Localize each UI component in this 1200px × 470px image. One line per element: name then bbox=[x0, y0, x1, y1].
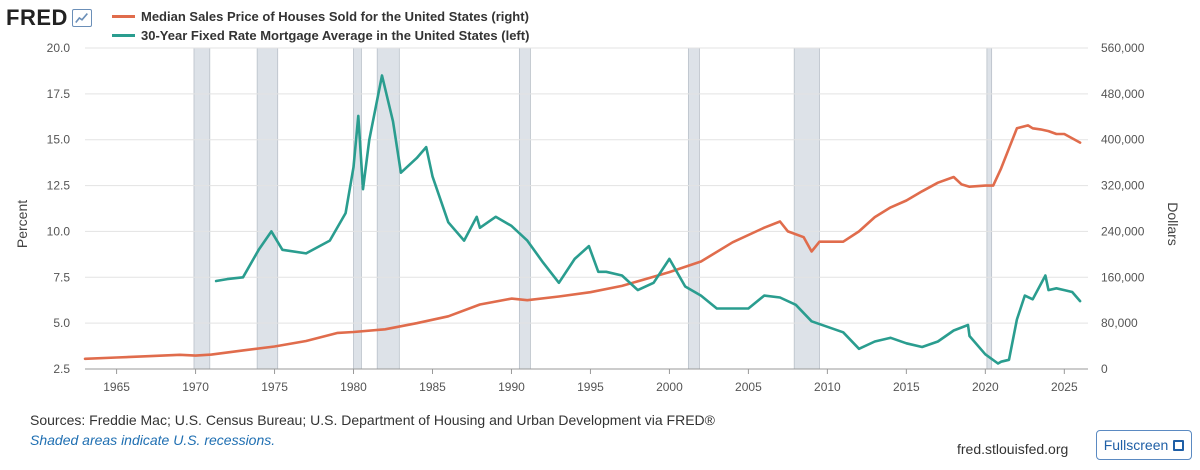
x-tick-label: 1975 bbox=[261, 380, 288, 394]
right-tick-label: 480,000 bbox=[1101, 87, 1145, 101]
series-line-median-price bbox=[83, 124, 1082, 361]
recession-band-0 bbox=[193, 47, 211, 370]
x-axis-ticks: 1965 1970 1975 1980 1985 1990 1995 2000 2005 2010… bbox=[85, 368, 1088, 394]
fred-logo[interactable]: FRED bbox=[6, 5, 92, 31]
right-tick-label: 160,000 bbox=[1101, 270, 1145, 284]
x-tick-label: 1985 bbox=[419, 380, 446, 394]
left-tick-label: 12.5 bbox=[47, 179, 71, 193]
left-tick-label: 2.5 bbox=[53, 362, 70, 376]
recession-band-5 bbox=[687, 47, 700, 370]
right-tick-label: 0 bbox=[1101, 362, 1108, 376]
chart-area: 2.5 5.0 7.5 10.0 12.5 15.0 17.5 20.0 0 80,000 160… bbox=[14, 41, 1181, 394]
right-axis-ticks: 0 80,000 160,000 240,000 320,000 400,000 480,0… bbox=[1101, 41, 1145, 376]
right-tick-label: 560,000 bbox=[1101, 41, 1145, 55]
right-axis-title: Dollars bbox=[1165, 202, 1181, 246]
fullscreen-button[interactable]: Fullscreen bbox=[1096, 430, 1192, 460]
sources-text: Sources: Freddie Mac; U.S. Census Bureau… bbox=[30, 412, 715, 428]
legend-item-mortgage-rate: 30-Year Fixed Rate Mortgage Average in t… bbox=[112, 26, 529, 45]
recession-shading bbox=[193, 47, 993, 370]
site-url[interactable]: fred.stlouisfed.org bbox=[957, 441, 1069, 457]
x-tick-label: 1980 bbox=[340, 380, 367, 394]
fullscreen-icon bbox=[1173, 439, 1185, 451]
recession-band-2 bbox=[353, 47, 362, 370]
left-tick-label: 7.5 bbox=[53, 270, 70, 284]
recession-band-7 bbox=[986, 47, 993, 370]
fred-logo-text: FRED bbox=[6, 5, 68, 30]
x-tick-label: 1990 bbox=[498, 380, 525, 394]
right-tick-label: 400,000 bbox=[1101, 133, 1145, 147]
x-tick-label: 2015 bbox=[893, 380, 920, 394]
series-lines bbox=[83, 74, 1082, 365]
x-tick-label: 2005 bbox=[735, 380, 762, 394]
x-tick-label: 1995 bbox=[577, 380, 604, 394]
left-axis-ticks: 2.5 5.0 7.5 10.0 12.5 15.0 17.5 20.0 bbox=[47, 41, 71, 376]
chart-legend: Median Sales Price of Houses Sold for th… bbox=[112, 7, 529, 45]
left-axis-title: Percent bbox=[14, 200, 30, 248]
x-tick-label: 2010 bbox=[814, 380, 841, 394]
recession-note: Shaded areas indicate U.S. recessions. bbox=[30, 432, 276, 448]
recession-band-4 bbox=[518, 47, 531, 370]
recession-band-1 bbox=[256, 47, 279, 370]
legend-swatch-median-price bbox=[112, 15, 135, 18]
left-tick-label: 5.0 bbox=[53, 316, 70, 330]
series-line-mortgage-rate bbox=[214, 74, 1082, 365]
recession-band-6 bbox=[793, 47, 820, 370]
legend-label-median-price: Median Sales Price of Houses Sold for th… bbox=[141, 9, 529, 24]
right-tick-label: 320,000 bbox=[1101, 179, 1145, 193]
x-tick-label: 2020 bbox=[972, 380, 999, 394]
x-tick-label: 1970 bbox=[182, 380, 209, 394]
left-tick-label: 17.5 bbox=[47, 87, 71, 101]
left-tick-label: 10.0 bbox=[47, 224, 71, 238]
right-tick-label: 240,000 bbox=[1101, 224, 1145, 238]
legend-swatch-mortgage-rate bbox=[112, 34, 135, 37]
left-tick-label: 20.0 bbox=[47, 41, 71, 55]
legend-item-median-price: Median Sales Price of Houses Sold for th… bbox=[112, 7, 529, 26]
x-tick-label: 1965 bbox=[103, 380, 130, 394]
legend-label-mortgage-rate: 30-Year Fixed Rate Mortgage Average in t… bbox=[141, 28, 530, 43]
chart-line-icon bbox=[71, 9, 92, 27]
x-tick-label: 2000 bbox=[656, 380, 683, 394]
left-tick-label: 15.0 bbox=[47, 133, 71, 147]
fullscreen-label: Fullscreen bbox=[1103, 437, 1169, 453]
right-tick-label: 80,000 bbox=[1101, 316, 1138, 330]
grid-lines bbox=[85, 47, 1088, 370]
x-tick-label: 2025 bbox=[1051, 380, 1078, 394]
